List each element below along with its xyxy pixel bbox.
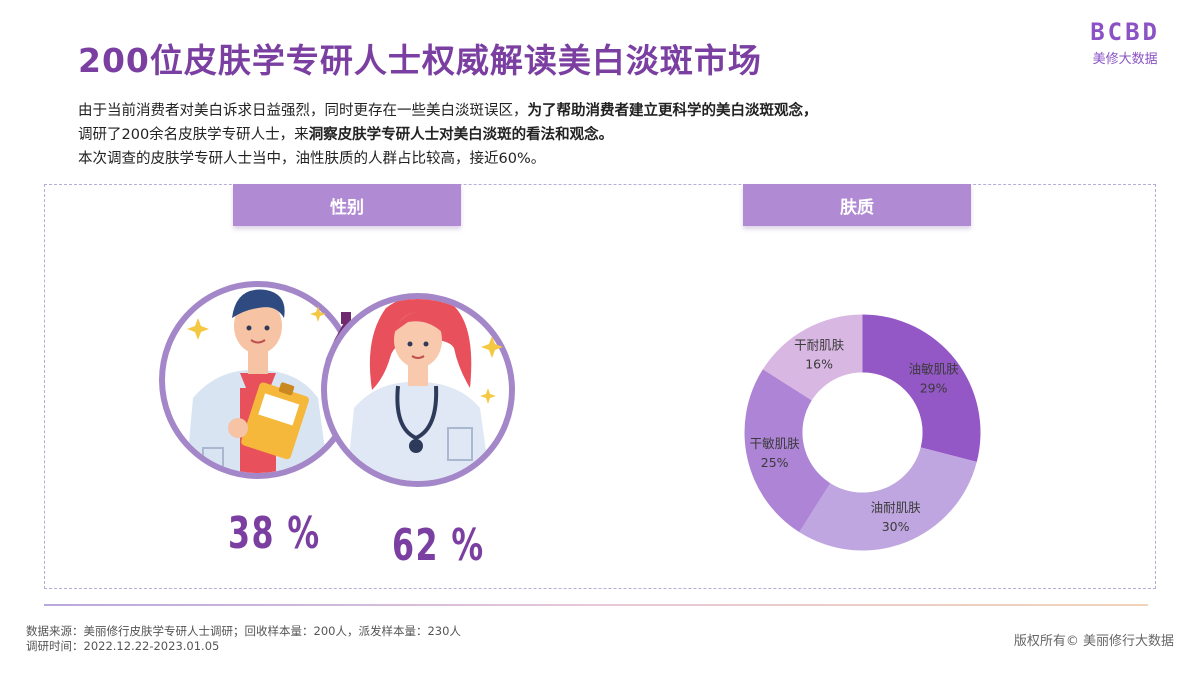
female-percentage: 62 % [392,520,485,571]
copyright-text: 版权所有© 美丽修行大数据 [1013,634,1174,649]
donut-slice-dry-tolerant [762,314,863,401]
tab-gender: 性别 [233,184,461,226]
intro-line-1-normal: 由于当前消费者对美白诉求日益强烈，同时更存在一些美白淡斑误区， [78,103,528,119]
brand-logo-mark: BCBD [1090,18,1160,46]
skin-type-donut-chart: 油敏肌肤 29% 油耐肌肤 30% 干敏肌肤 25% 干耐肌肤 16% [744,314,981,551]
intro-line-3: 本次调查的皮肤学专研人士当中，油性肤质的人群占比较高，接近60%。 [78,151,546,167]
male-doctor-illustration [159,281,357,479]
donut-label-dry-sensitive: 干敏肌肤 [750,436,801,451]
donut-slice-dry-sensitive [744,369,831,533]
data-source-text: 数据来源：美丽修行皮肤学专研人士调研；回收样本量：200人，派发样本量：230人 [26,624,461,638]
intro-line-2-normal: 调研了200余名皮肤学专研人士，来 [78,127,309,143]
content-panel [44,184,1156,589]
donut-label-oily-sensitive: 油敏肌肤 [909,361,960,376]
intro-line-1-bold: 为了帮助消费者建立更科学的美白淡斑观念， [527,103,818,119]
donut-value-dry-tolerant: 16% [805,357,833,372]
brand-logo: BCBD 美修大数据 [1090,18,1160,67]
page-title: 200位皮肤学专研人士权威解读美白淡斑市场 [78,41,762,80]
gender-illustration [159,281,515,487]
donut-value-dry-sensitive: 25% [761,455,789,470]
intro-line-2-bold: 洞察皮肤学专研人士对美白淡斑的看法和观念。 [308,127,614,143]
intro-line-2: 调研了200余名皮肤学专研人士，来洞察皮肤学专研人士对美白淡斑的看法和观念。 [78,123,818,147]
female-doctor-illustration [321,293,515,487]
footer-source: 数据来源：美丽修行皮肤学专研人士调研；回收样本量：200人，派发样本量：230人… [26,624,461,654]
male-percentage: 38 % [228,508,321,559]
donut-slice-oily-sensitive [862,314,981,462]
donut-value-oily-tolerant: 30% [882,519,910,534]
survey-time-text: 调研时间：2022.12.22-2023.01.05 [26,639,220,653]
intro-text: 由于当前消费者对美白诉求日益强烈，同时更存在一些美白淡斑误区，为了帮助消费者建立… [78,99,818,171]
brand-name: 美修大数据 [1092,52,1158,67]
intro-line-1: 由于当前消费者对美白诉求日益强烈，同时更存在一些美白淡斑误区，为了帮助消费者建立… [78,99,818,123]
donut-center-hole [802,372,923,493]
donut-label-dry-tolerant: 干耐肌肤 [794,338,845,353]
donut-slice-oily-tolerant [799,447,977,551]
tab-skin-type: 肤质 [743,184,971,226]
footer-divider [44,604,1148,606]
donut-label-oily-tolerant: 油耐肌肤 [871,500,922,515]
donut-value-oily-sensitive: 29% [920,380,948,395]
